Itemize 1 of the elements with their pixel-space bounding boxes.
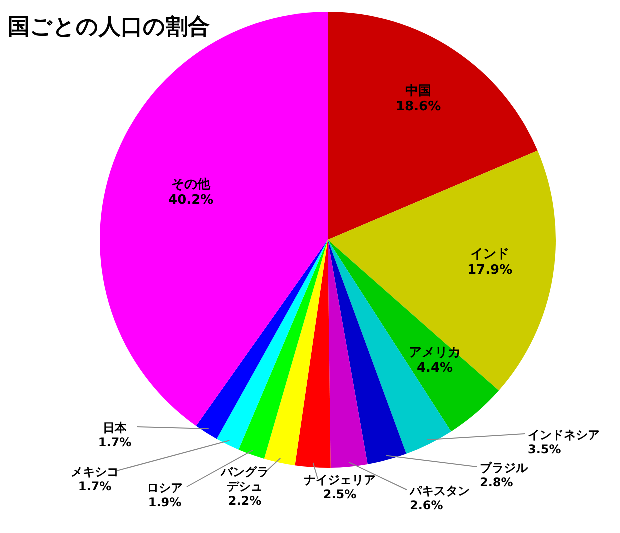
title: 国ごとの人口の割合 bbox=[8, 15, 210, 40]
